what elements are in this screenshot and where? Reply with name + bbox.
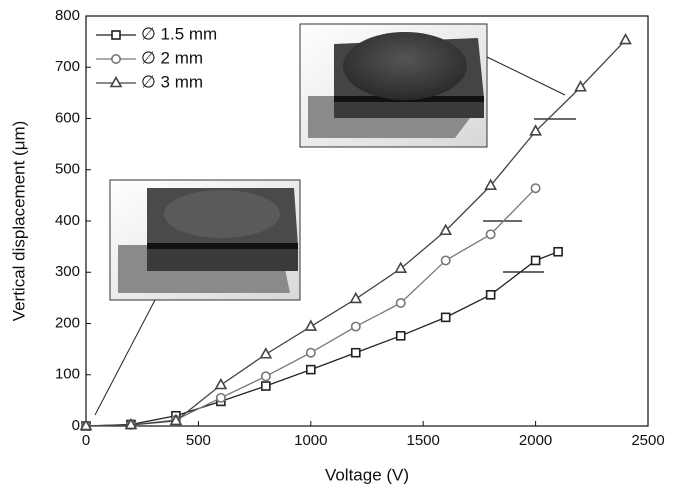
marker <box>215 392 226 403</box>
legend-entry: ∅ 2 mm <box>96 48 203 67</box>
x-tick-label: 2500 <box>631 432 664 449</box>
marker <box>484 178 497 190</box>
marker <box>305 364 316 375</box>
series-line <box>85 251 559 427</box>
x-axis-label: Voltage (V) <box>325 465 409 484</box>
marker <box>169 413 183 426</box>
inset-large <box>299 23 566 148</box>
marker <box>124 417 138 430</box>
marker <box>305 347 316 358</box>
x-tick-label: 1000 <box>294 432 327 449</box>
x-tick-label: 500 <box>186 432 211 449</box>
legend-entry: ∅ 1.5 mm <box>96 24 217 43</box>
marker <box>395 297 406 308</box>
marker <box>574 80 587 92</box>
x-tick-label: 1500 <box>407 432 440 449</box>
x-tick-label: 2000 <box>519 432 552 449</box>
marker <box>440 255 451 266</box>
y-tick-label: 600 <box>55 109 80 126</box>
legend-entry: ∅ 3 mm <box>96 72 203 91</box>
inset-small <box>94 179 301 416</box>
y-tick-label: 800 <box>55 7 80 24</box>
series <box>79 32 632 431</box>
marker <box>214 377 228 390</box>
marker <box>394 261 408 273</box>
marker <box>259 347 273 359</box>
y-axis-label: Vertical displacement (μm) <box>9 121 28 322</box>
marker <box>350 321 361 332</box>
y-tick-label: 500 <box>55 161 80 178</box>
y-tick-label: 100 <box>55 366 80 383</box>
marker <box>350 347 361 358</box>
marker <box>261 381 271 391</box>
marker <box>109 75 123 88</box>
y-tick-label: 0 <box>72 417 80 434</box>
marker <box>530 255 541 266</box>
marker <box>485 229 496 240</box>
marker <box>485 289 496 300</box>
marker <box>395 330 406 341</box>
marker <box>553 246 563 257</box>
legend-label: ∅ 2 mm <box>141 48 203 67</box>
marker <box>349 291 363 304</box>
marker <box>530 183 541 194</box>
marker <box>439 223 453 236</box>
marker <box>304 319 318 331</box>
legend-label: ∅ 3 mm <box>141 72 203 91</box>
marker <box>111 30 121 40</box>
guide-lines <box>483 118 576 273</box>
marker <box>529 124 542 136</box>
marker <box>79 418 93 431</box>
marker <box>440 312 451 323</box>
marker <box>111 53 122 64</box>
y-tick-label: 700 <box>55 58 80 75</box>
y-tick-label: 400 <box>55 212 80 229</box>
marker <box>619 32 632 45</box>
y-tick-label: 300 <box>55 263 80 280</box>
x-tick-label: 0 <box>82 432 90 449</box>
legend-label: ∅ 1.5 mm <box>141 24 217 43</box>
y-tick-label: 200 <box>55 314 80 331</box>
marker <box>260 371 271 382</box>
